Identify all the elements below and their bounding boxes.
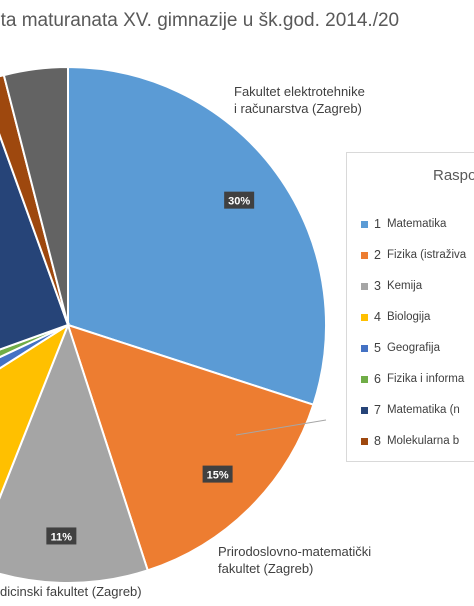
legend-swatch [361, 437, 368, 445]
legend-item-5: 5 Geografija [361, 341, 440, 355]
legend-item-7: 7 Matematika (n [361, 403, 460, 417]
data-label-1: 15% [207, 470, 229, 482]
legend-label: Fizika i informa [386, 373, 465, 385]
data-label-bg-1 [202, 465, 233, 483]
pie-slice-1 [67, 65, 327, 406]
legend-swatch [361, 375, 368, 383]
legend-number: 6 [374, 372, 381, 386]
callout-fer-line2: i računarstva (Zagreb) [234, 101, 362, 116]
legend-item-2: 2 Fizika (istraživa [361, 248, 466, 262]
legend-label: Fizika (istraživa [386, 249, 467, 261]
legend-number: 8 [374, 434, 381, 448]
pie-slice-4 [0, 322, 71, 500]
legend-number: 7 [374, 403, 381, 417]
legend-label: Matematika [386, 218, 447, 230]
data-label-2: 11% [51, 531, 73, 543]
legend-number: 5 [374, 341, 381, 355]
legend-label: Geografija [386, 342, 441, 354]
legend-swatch [361, 220, 368, 228]
data-label-bg-2 [46, 527, 77, 545]
legend-swatch [361, 344, 368, 352]
callout-pmf: Prirodoslovno-matematički fakultet (Zagr… [218, 543, 371, 577]
chart-title: eta maturanata XV. gimnazije u šk.god. 2… [0, 10, 400, 31]
legend-swatch [361, 251, 368, 259]
data-label-bg-0 [224, 191, 255, 209]
legend-swatch [361, 406, 368, 414]
legend-number: 2 [374, 248, 381, 262]
legend-item-6: 6 Fizika i informa [361, 372, 464, 386]
legend-item-3: 3 Kemija [361, 279, 422, 293]
callout-pmf-line1: Prirodoslovno-matematički [218, 544, 372, 559]
legend-number: 4 [374, 310, 381, 324]
legend-number: 1 [374, 217, 381, 231]
pie-slice-7 [0, 133, 70, 351]
legend-label: Biologija [386, 311, 431, 323]
legend-swatch [361, 313, 368, 321]
callout-pmf-line2: fakultet (Zagreb) [218, 561, 314, 576]
legend-swatch [361, 282, 368, 290]
pie-slice-2 [66, 323, 315, 572]
legend-item-4: 4 Biologija [361, 310, 430, 324]
legend-label: Molekularna b [386, 435, 460, 447]
callout-fer-line1: Fakultet elektrotehnike [234, 84, 365, 99]
pie-slice-3 [0, 322, 149, 584]
legend-title: Raspo [433, 167, 474, 184]
leader-line [235, 419, 327, 436]
callout-medicina: dicinski fakultet (Zagreb) [0, 584, 142, 599]
pie-slice-5 [0, 324, 69, 370]
data-label-0: 30% [228, 196, 250, 208]
legend-label: Matematika (n [386, 404, 460, 416]
legend-number: 3 [374, 279, 381, 293]
pie-slice-9 [2, 65, 69, 326]
legend: Raspo 1 Matematika 2 Fizika (istraživa 3 Kemi… [346, 152, 474, 462]
legend-label: Kemija [386, 280, 423, 292]
legend-item-1: 1 Matematika [361, 217, 446, 231]
legend-item-8: 8 Molekularna b [361, 434, 459, 448]
callout-fer: Fakultet elektrotehnike i računarstva (Z… [234, 83, 365, 117]
